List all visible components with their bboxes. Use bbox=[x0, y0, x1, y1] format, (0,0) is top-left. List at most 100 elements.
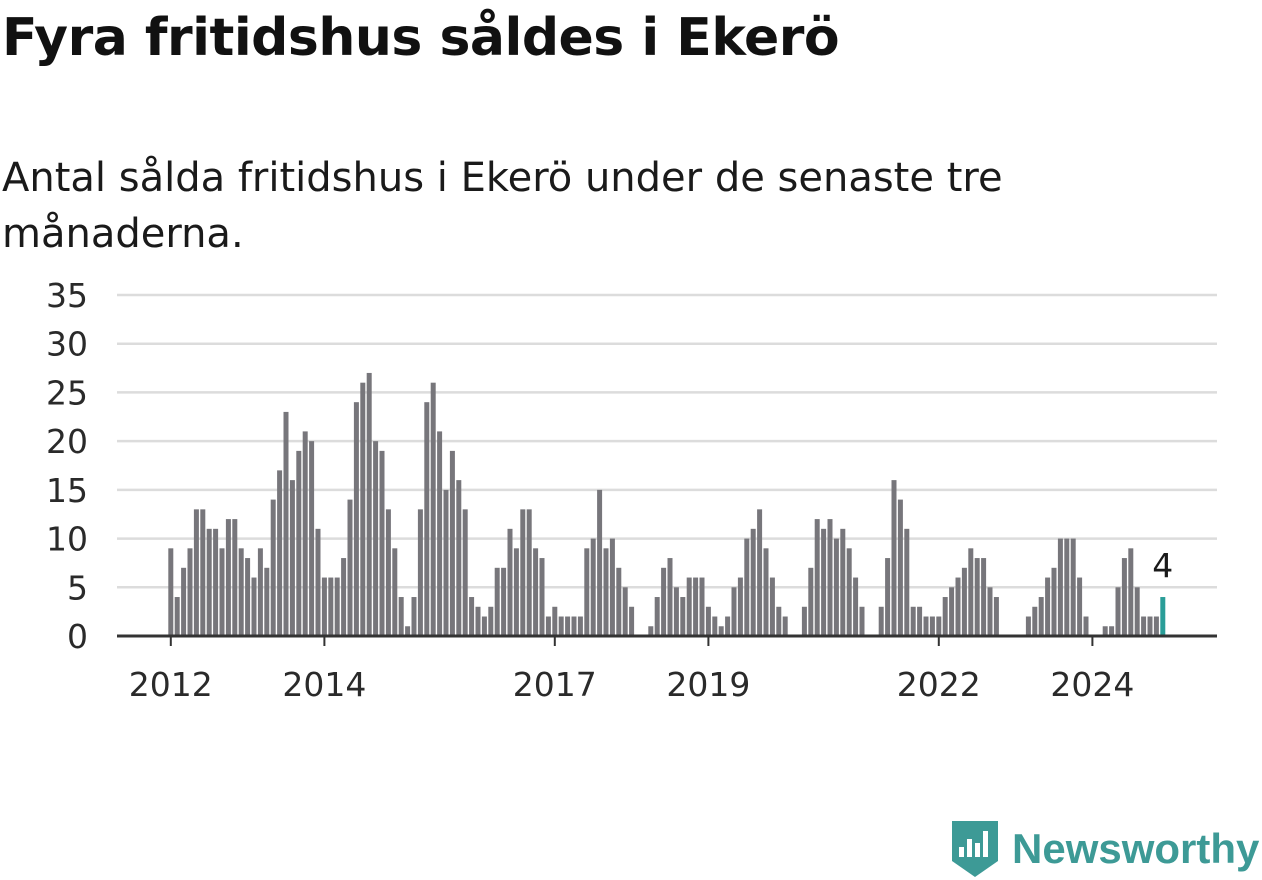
bar bbox=[565, 616, 571, 636]
bar bbox=[206, 528, 212, 636]
bar bbox=[264, 567, 270, 636]
bar bbox=[341, 558, 347, 636]
bar bbox=[910, 606, 916, 636]
bar bbox=[1064, 538, 1070, 636]
bar bbox=[488, 606, 494, 636]
last-value-label: 4 bbox=[1152, 546, 1173, 585]
bar bbox=[821, 528, 827, 636]
bar bbox=[981, 558, 987, 636]
x-tick-label: 2024 bbox=[1050, 665, 1134, 704]
bar bbox=[533, 548, 539, 636]
bar bbox=[424, 402, 430, 636]
bar bbox=[398, 597, 404, 636]
bar bbox=[1045, 577, 1051, 636]
bar bbox=[737, 577, 743, 636]
bar bbox=[1109, 626, 1115, 636]
bar bbox=[993, 597, 999, 636]
bar bbox=[225, 519, 231, 636]
bar bbox=[1153, 616, 1159, 636]
bar bbox=[987, 587, 993, 636]
bar bbox=[917, 606, 923, 636]
bar bbox=[1070, 538, 1076, 636]
bar bbox=[782, 616, 788, 636]
bar bbox=[1083, 616, 1089, 636]
bar bbox=[929, 616, 935, 636]
bar-chart-logo-icon bbox=[952, 821, 998, 877]
bar bbox=[405, 626, 411, 636]
bar bbox=[373, 441, 379, 636]
bar bbox=[334, 577, 340, 636]
bar bbox=[949, 587, 955, 636]
bar bbox=[814, 519, 820, 636]
bar bbox=[494, 567, 500, 636]
bar bbox=[430, 382, 436, 636]
bar bbox=[597, 489, 603, 636]
bar bbox=[168, 548, 174, 636]
bar bbox=[1032, 606, 1038, 636]
bar bbox=[904, 528, 910, 636]
y-tick-label: 25 bbox=[46, 373, 88, 412]
x-tick-label: 2017 bbox=[513, 665, 597, 704]
bar bbox=[1057, 538, 1063, 636]
bar bbox=[411, 597, 417, 636]
y-axis-ticks: 0 5 10 15 20 25 30 35 bbox=[46, 276, 88, 656]
bars bbox=[168, 372, 1166, 636]
bar bbox=[571, 616, 577, 636]
bar bbox=[552, 606, 558, 636]
bar bbox=[481, 616, 487, 636]
bar bbox=[526, 509, 532, 636]
bar bbox=[174, 597, 180, 636]
bar bbox=[277, 470, 283, 636]
bar bbox=[1134, 587, 1140, 636]
bar bbox=[853, 577, 859, 636]
bar bbox=[353, 402, 359, 636]
bar bbox=[1025, 616, 1031, 636]
bar bbox=[968, 548, 974, 636]
bar bbox=[1038, 597, 1044, 636]
bar bbox=[392, 548, 398, 636]
bar bbox=[443, 489, 449, 636]
bar bbox=[283, 411, 289, 636]
bar bbox=[1115, 587, 1121, 636]
x-tick-label: 2022 bbox=[897, 665, 981, 704]
x-tick-label: 2014 bbox=[282, 665, 366, 704]
bar bbox=[878, 606, 884, 636]
bar bbox=[302, 431, 308, 636]
bar bbox=[328, 577, 334, 636]
y-tick-label: 0 bbox=[67, 617, 88, 656]
bar bbox=[245, 558, 251, 636]
y-tick-label: 5 bbox=[67, 568, 88, 607]
bar bbox=[360, 382, 366, 636]
bar bbox=[661, 567, 667, 636]
bar bbox=[232, 519, 238, 636]
bar bbox=[718, 626, 724, 636]
bar bbox=[846, 548, 852, 636]
bar bbox=[347, 499, 353, 636]
bar bbox=[955, 577, 961, 636]
bar bbox=[897, 499, 903, 636]
bar bbox=[309, 441, 315, 636]
x-tick-label: 2019 bbox=[666, 665, 750, 704]
bar bbox=[712, 616, 718, 636]
bar bbox=[673, 587, 679, 636]
bar bbox=[257, 548, 263, 636]
bar bbox=[385, 509, 391, 636]
bar bbox=[539, 558, 545, 636]
bar bbox=[513, 548, 519, 636]
y-tick-label: 30 bbox=[46, 325, 88, 364]
x-axis-ticks: 2012 2014 2017 2019 2022 2024 bbox=[129, 636, 1134, 704]
bar bbox=[827, 519, 833, 636]
bar bbox=[584, 548, 590, 636]
bar bbox=[545, 616, 551, 636]
bar bbox=[609, 538, 615, 636]
bar bbox=[776, 606, 782, 636]
bar bbox=[603, 548, 609, 636]
bar bbox=[757, 509, 763, 636]
bar bbox=[379, 450, 385, 636]
bar bbox=[520, 509, 526, 636]
bar bbox=[1051, 567, 1057, 636]
bar bbox=[744, 538, 750, 636]
bar bbox=[840, 528, 846, 636]
bar bbox=[833, 538, 839, 636]
